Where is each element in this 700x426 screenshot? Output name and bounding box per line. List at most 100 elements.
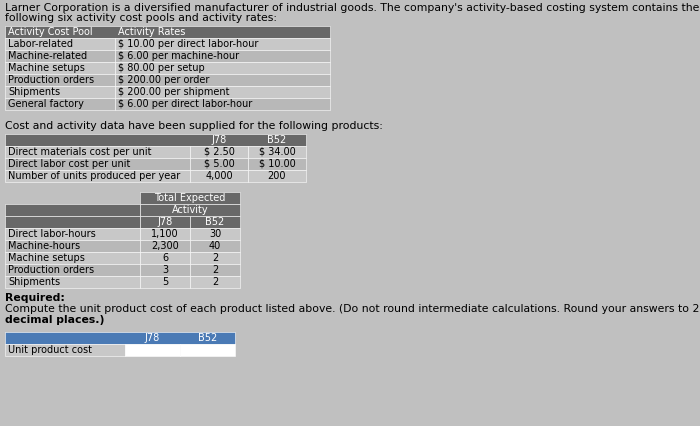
Bar [5, 344, 125, 356]
Text: Cost and activity data have been supplied for the following products:: Cost and activity data have been supplie… [5, 121, 383, 131]
Bar [190, 252, 240, 264]
Bar [5, 332, 235, 344]
Text: Total Expected: Total Expected [154, 193, 225, 203]
Text: General factory: General factory [8, 99, 84, 109]
Text: Required:: Required: [5, 293, 65, 303]
Bar [5, 62, 115, 74]
Bar [140, 264, 190, 276]
Bar [5, 216, 140, 228]
Bar [140, 228, 190, 240]
Text: following six activity cost pools and activity rates:: following six activity cost pools and ac… [5, 13, 277, 23]
Text: $ 10.00: $ 10.00 [258, 159, 295, 169]
Text: $ 80.00 per setup: $ 80.00 per setup [118, 63, 204, 73]
Bar [190, 146, 248, 158]
Text: 6: 6 [162, 253, 168, 263]
Bar [125, 344, 180, 356]
Bar [248, 146, 306, 158]
Bar [190, 228, 240, 240]
Bar [190, 276, 240, 288]
Bar [140, 276, 190, 288]
Bar [140, 192, 240, 204]
Bar [5, 170, 190, 182]
Bar [190, 158, 248, 170]
Text: 2: 2 [212, 253, 218, 263]
Bar [140, 204, 240, 216]
Bar [248, 158, 306, 170]
Text: J78: J78 [145, 333, 160, 343]
Text: J78: J78 [158, 217, 173, 227]
Bar [5, 264, 140, 276]
Text: Number of units produced per year: Number of units produced per year [8, 171, 181, 181]
Text: 40: 40 [209, 241, 221, 251]
Text: Larner Corporation is a diversified manufacturer of industrial goods. The compan: Larner Corporation is a diversified manu… [5, 3, 699, 13]
Text: Machine setups: Machine setups [8, 253, 85, 263]
Text: Unit product cost: Unit product cost [8, 345, 92, 355]
Text: 3: 3 [162, 265, 168, 275]
Bar [5, 74, 115, 86]
Bar [5, 38, 115, 50]
Bar [115, 38, 330, 50]
Bar [5, 228, 140, 240]
Bar [115, 50, 330, 62]
Text: Production orders: Production orders [8, 75, 94, 85]
Text: 30: 30 [209, 229, 221, 239]
Bar [5, 26, 330, 38]
Text: Compute the unit product cost of each product listed above. (Do not round interm: Compute the unit product cost of each pr… [5, 304, 699, 314]
Text: Labor-related: Labor-related [8, 39, 73, 49]
Bar [5, 276, 140, 288]
Text: 1,100: 1,100 [151, 229, 178, 239]
Text: Direct labor-hours: Direct labor-hours [8, 229, 96, 239]
Bar [140, 252, 190, 264]
Bar [115, 98, 330, 110]
Text: Activity: Activity [172, 205, 209, 215]
Bar [5, 204, 140, 216]
Bar [190, 240, 240, 252]
Bar [190, 264, 240, 276]
Bar [115, 74, 330, 86]
Bar [5, 252, 140, 264]
Text: Activity Rates: Activity Rates [118, 27, 186, 37]
Text: decimal places.): decimal places.) [5, 315, 104, 325]
Text: Direct labor cost per unit: Direct labor cost per unit [8, 159, 130, 169]
Bar [190, 216, 240, 228]
Text: B52: B52 [267, 135, 286, 145]
Bar [5, 240, 140, 252]
Text: 2,300: 2,300 [151, 241, 179, 251]
Text: Machine-related: Machine-related [8, 51, 87, 61]
Text: Shipments: Shipments [8, 277, 60, 287]
Bar [140, 240, 190, 252]
Text: $ 34.00: $ 34.00 [258, 147, 295, 157]
Text: Direct materials cost per unit: Direct materials cost per unit [8, 147, 151, 157]
Text: $ 5.00: $ 5.00 [204, 159, 234, 169]
Bar [5, 98, 115, 110]
Bar [190, 170, 248, 182]
Text: B52: B52 [198, 333, 217, 343]
Bar [115, 86, 330, 98]
Bar [5, 50, 115, 62]
Text: $ 6.00 per machine-hour: $ 6.00 per machine-hour [118, 51, 239, 61]
Text: Machine setups: Machine setups [8, 63, 85, 73]
Text: 200: 200 [267, 171, 286, 181]
Text: $ 200.00 per shipment: $ 200.00 per shipment [118, 87, 230, 97]
Bar [5, 158, 190, 170]
Text: Shipments: Shipments [8, 87, 60, 97]
Text: 5: 5 [162, 277, 168, 287]
Text: 2: 2 [212, 277, 218, 287]
Text: 2: 2 [212, 265, 218, 275]
Text: Production orders: Production orders [8, 265, 94, 275]
Text: $ 2.50: $ 2.50 [204, 147, 234, 157]
Bar [248, 170, 306, 182]
Bar [180, 344, 235, 356]
Text: $ 200.00 per order: $ 200.00 per order [118, 75, 209, 85]
Bar [5, 146, 190, 158]
Text: Machine-hours: Machine-hours [8, 241, 80, 251]
Bar [5, 86, 115, 98]
Bar [115, 62, 330, 74]
Text: $ 6.00 per direct labor-hour: $ 6.00 per direct labor-hour [118, 99, 252, 109]
Text: J78: J78 [211, 135, 227, 145]
Text: 4,000: 4,000 [205, 171, 233, 181]
Bar [5, 134, 306, 146]
Text: B52: B52 [205, 217, 225, 227]
Bar [140, 216, 190, 228]
Text: Activity Cost Pool: Activity Cost Pool [8, 27, 92, 37]
